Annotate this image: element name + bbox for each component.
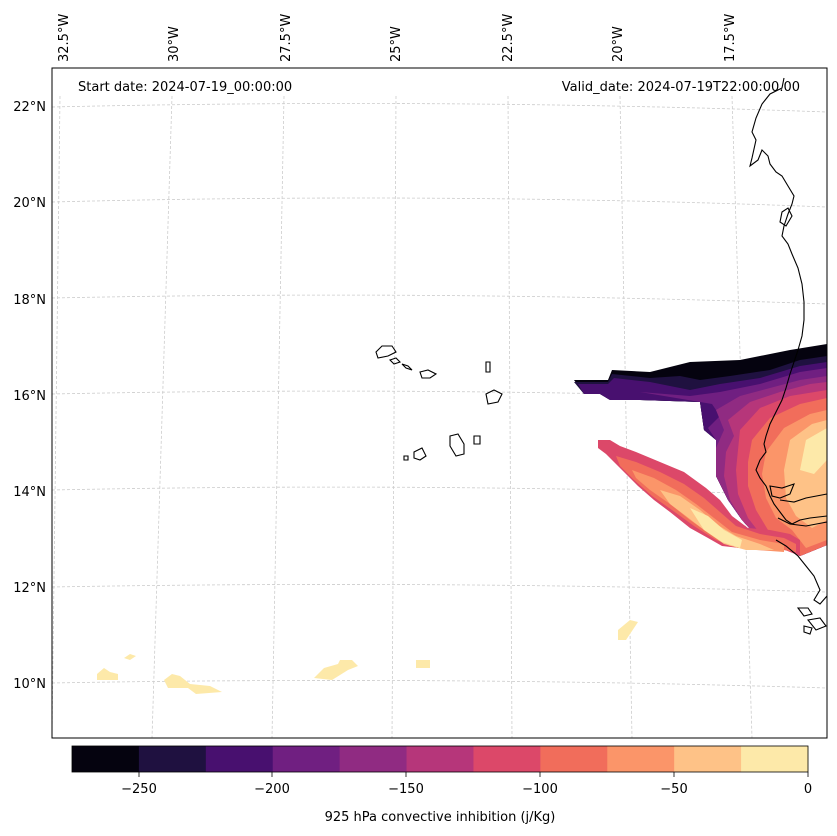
meridian-25w bbox=[391, 95, 397, 739]
colorbar-swatches bbox=[72, 746, 809, 772]
meridian-30w bbox=[151, 95, 173, 739]
lat-tick-label: 12°N bbox=[13, 581, 46, 596]
meridian-32-5w bbox=[51, 95, 61, 739]
maio bbox=[473, 435, 481, 445]
lon-tick-label: 20°W bbox=[611, 26, 626, 62]
boa-vista bbox=[485, 389, 503, 405]
parallel-22n bbox=[51, 103, 828, 113]
cin-field bbox=[97, 344, 827, 694]
coastline-islet bbox=[806, 617, 827, 631]
cin-level-25 bbox=[800, 428, 827, 474]
cin-band-core bbox=[660, 490, 774, 550]
coastline-estuary bbox=[777, 517, 828, 527]
colorbar-swatch bbox=[406, 746, 474, 772]
parallel-20n bbox=[51, 197, 828, 208]
colorbar-swatch bbox=[72, 746, 140, 772]
colorbar-label: 925 hPa convective inhibition (j/Kg) bbox=[325, 810, 556, 825]
colorbar: −250 −200 −150 −100 −50 0 925 hPa convec… bbox=[71, 745, 812, 825]
coastline-south bbox=[775, 539, 828, 605]
cin-cell bbox=[124, 654, 136, 660]
colorbar-swatch bbox=[138, 746, 207, 772]
parallel-12n bbox=[51, 584, 828, 593]
parallel-10n bbox=[51, 680, 828, 689]
colorbar-tick-label: 0 bbox=[804, 782, 812, 797]
cin-band-inner bbox=[632, 470, 784, 552]
lon-tick-label: 25°W bbox=[389, 26, 404, 62]
sal bbox=[485, 361, 491, 373]
colorbar-swatch bbox=[741, 746, 809, 772]
lon-tick-label: 27.5°W bbox=[279, 14, 294, 62]
fogo bbox=[413, 447, 427, 461]
colorbar-swatch bbox=[473, 746, 541, 772]
meridian-27-5w bbox=[271, 95, 285, 739]
colorbar-tick-label: −100 bbox=[522, 782, 558, 797]
meridian-22-5w bbox=[507, 95, 513, 739]
brava bbox=[403, 455, 409, 461]
lat-tick-label: 20°N bbox=[13, 196, 46, 211]
cin-band-mid bbox=[616, 456, 796, 552]
colorbar-swatch bbox=[339, 746, 408, 772]
map-background bbox=[52, 68, 827, 738]
valid-date-label: Valid_date: 2024-07-19T22:00:00.00 bbox=[562, 80, 800, 95]
coastline-estuary bbox=[769, 483, 795, 499]
cin-cell bbox=[314, 660, 358, 680]
colorbar-frame bbox=[71, 745, 809, 773]
sao-vicente bbox=[388, 357, 402, 365]
cin-cell bbox=[416, 660, 430, 668]
coastline-islet bbox=[796, 607, 813, 617]
start-date-label: Start date: 2024-07-19_00:00:00 bbox=[78, 80, 292, 95]
coastline-islet bbox=[803, 625, 813, 635]
santo-antao bbox=[375, 345, 397, 359]
lat-tick-label: 10°N bbox=[13, 677, 46, 692]
lon-tick-label: 32.5°W bbox=[57, 14, 72, 62]
lat-tick-label: 16°N bbox=[13, 389, 46, 404]
lon-tick-label: 17.5°W bbox=[723, 14, 738, 62]
santiago bbox=[449, 433, 465, 457]
lat-tick-label: 14°N bbox=[13, 485, 46, 500]
parallel-16n bbox=[51, 390, 828, 401]
colorbar-tick-label: −250 bbox=[121, 782, 157, 797]
coastline-mainland bbox=[749, 77, 828, 525]
map-frame bbox=[51, 67, 828, 739]
colorbar-swatch bbox=[674, 746, 742, 772]
graticule bbox=[51, 95, 828, 739]
lat-tick-label: 22°N bbox=[13, 100, 46, 115]
santa-luzia bbox=[401, 363, 413, 371]
coastline bbox=[375, 77, 828, 635]
coastline-island bbox=[779, 207, 793, 227]
colorbar-swatch bbox=[272, 746, 341, 772]
colorbar-tick-label: −150 bbox=[388, 782, 424, 797]
cin-band-peak bbox=[690, 508, 742, 548]
colorbar-ticks bbox=[138, 772, 809, 777]
colorbar-swatch bbox=[540, 746, 608, 772]
lat-tick-labels: 22°N 20°N 18°N 16°N 14°N 12°N 10°N bbox=[13, 100, 46, 692]
cin-cell bbox=[618, 620, 638, 640]
lon-tick-label: 22.5°W bbox=[501, 14, 516, 62]
colorbar-tick-label: −200 bbox=[254, 782, 290, 797]
lon-tick-label: 30°W bbox=[167, 26, 182, 62]
parallel-14n bbox=[51, 486, 828, 497]
lon-tick-labels: 32.5°W 30°W 27.5°W 25°W 22.5°W 20°W 17.5… bbox=[57, 14, 738, 62]
lat-tick-label: 18°N bbox=[13, 293, 46, 308]
parallel-18n bbox=[51, 294, 828, 305]
colorbar-swatch bbox=[205, 746, 274, 772]
sao-nicolau bbox=[419, 369, 438, 379]
cin-cell bbox=[97, 668, 118, 680]
coastline-estuary bbox=[779, 493, 828, 503]
colorbar-tick-label: −50 bbox=[660, 782, 687, 797]
colorbar-swatch bbox=[607, 746, 675, 772]
cin-cell bbox=[164, 674, 222, 694]
